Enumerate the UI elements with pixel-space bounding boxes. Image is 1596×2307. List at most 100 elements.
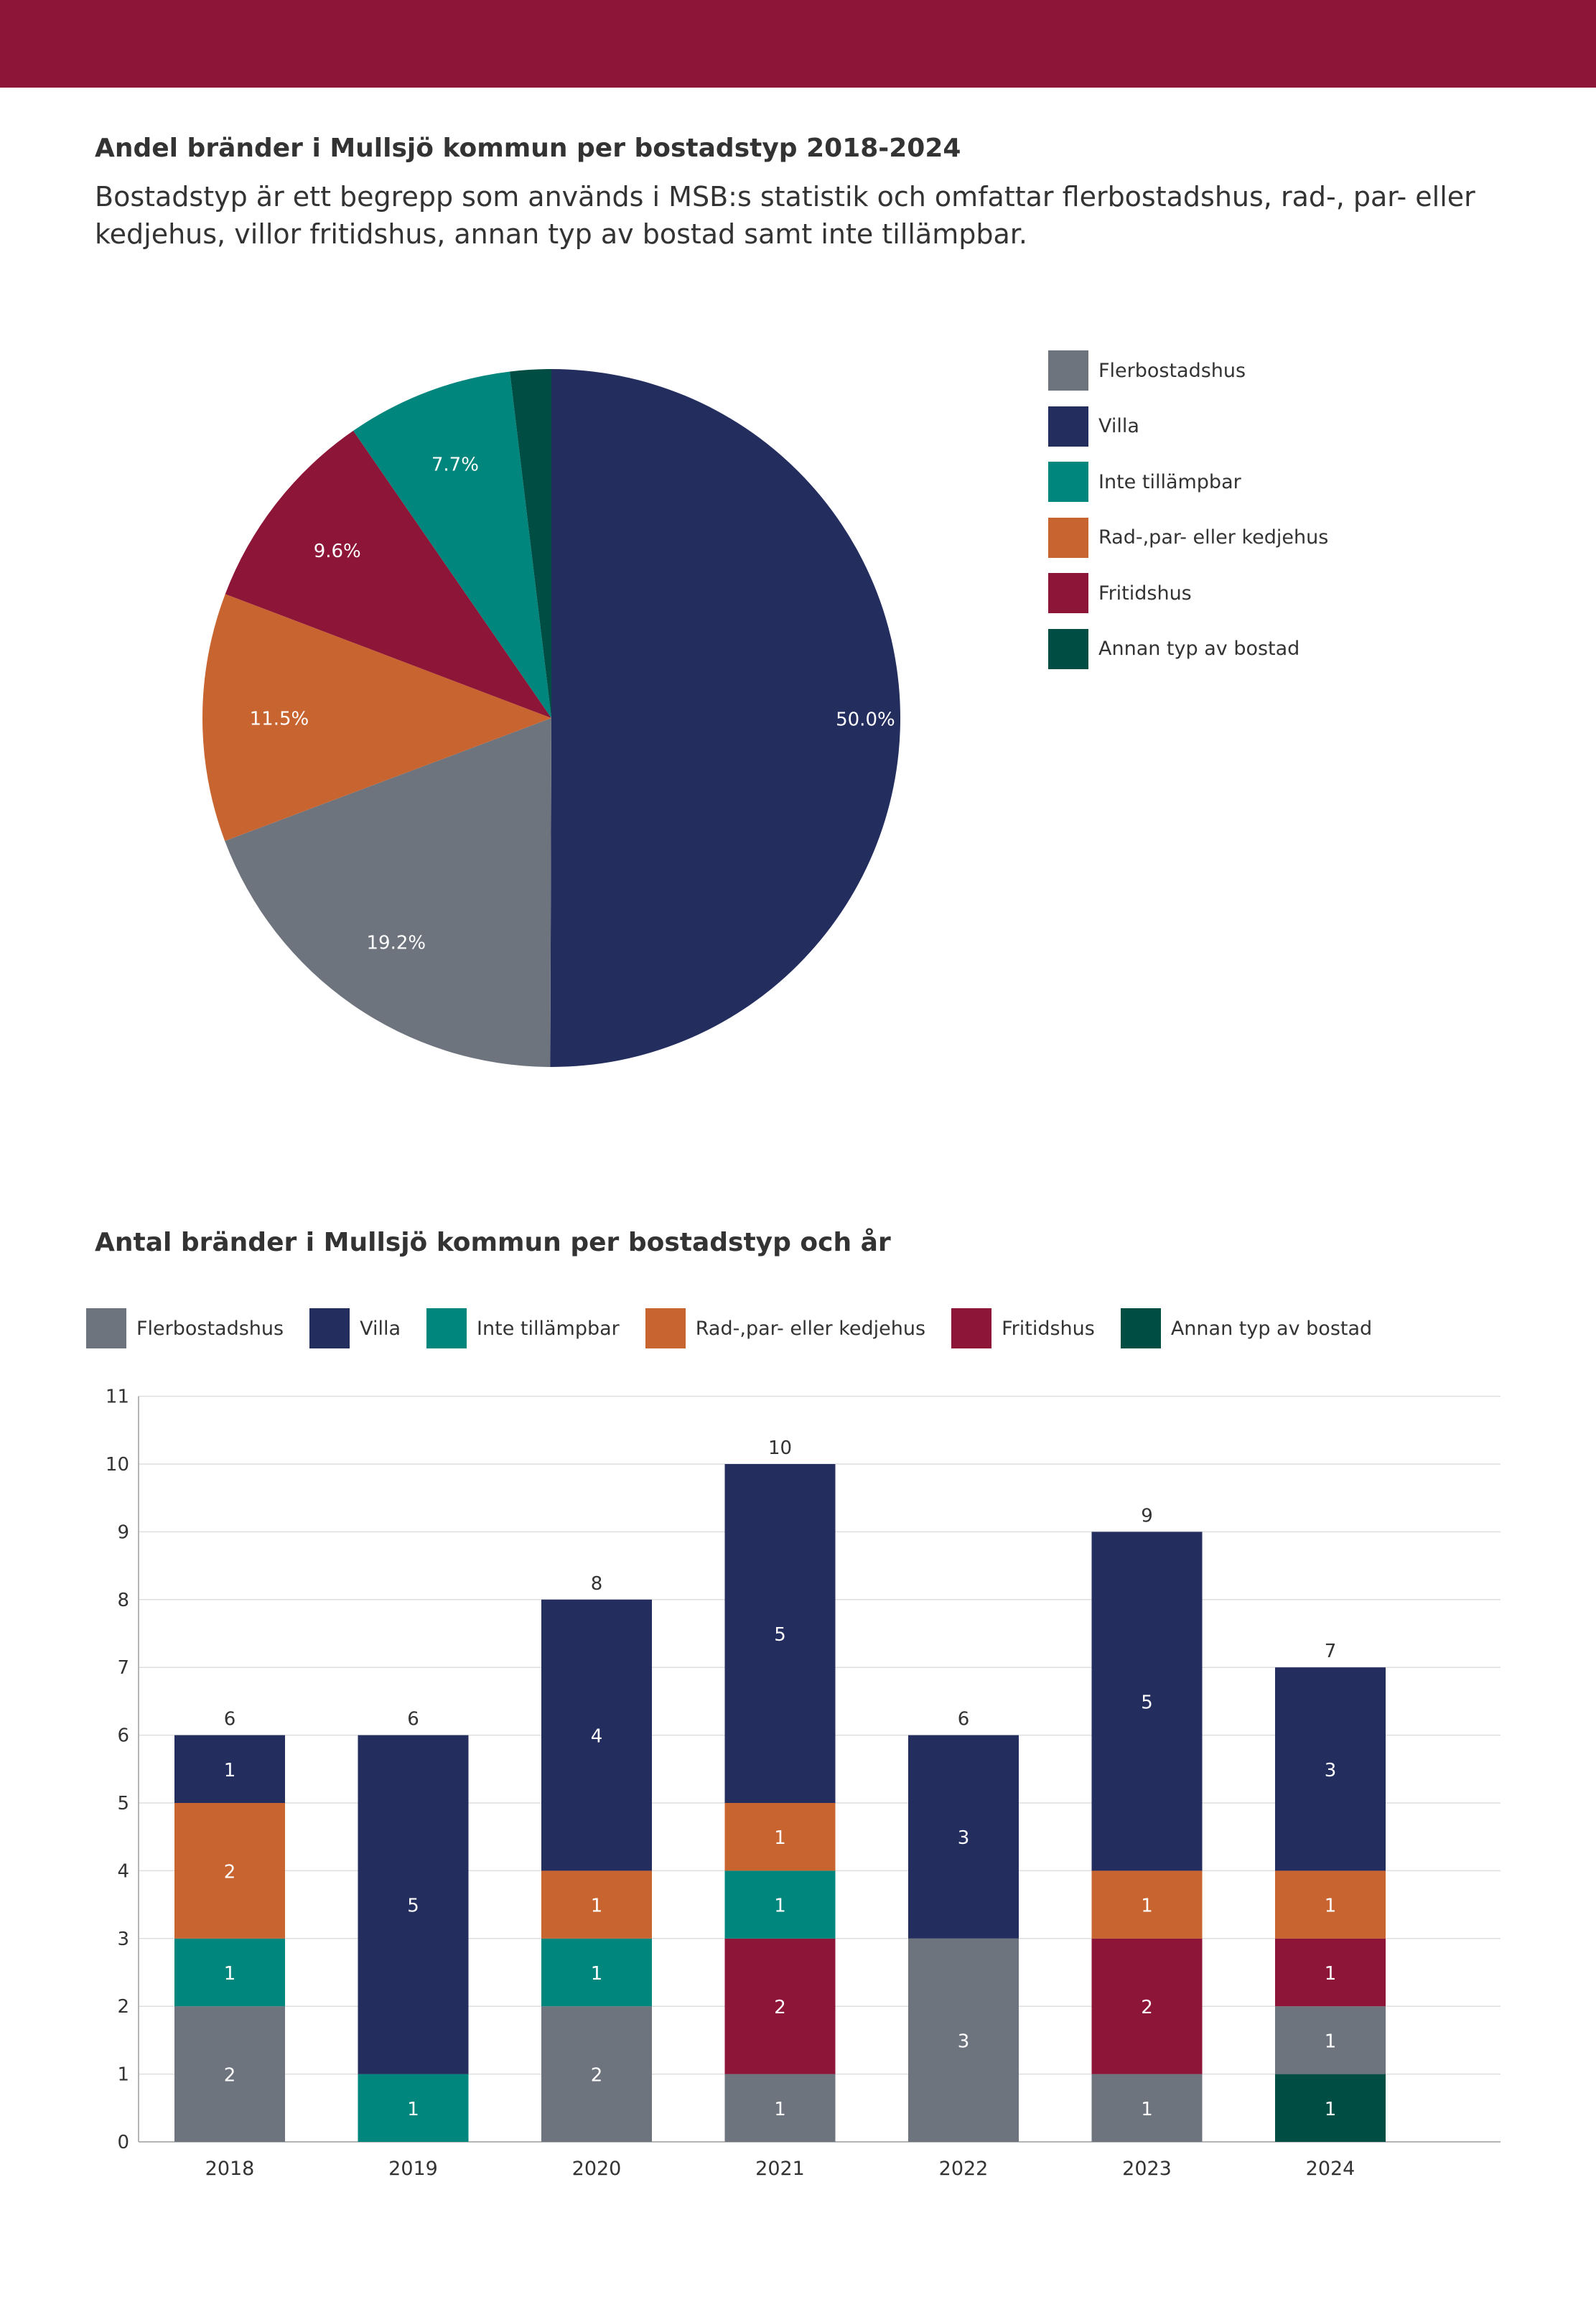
legend-swatch bbox=[1120, 1308, 1161, 1348]
x-tick-label: 2020 bbox=[572, 2158, 622, 2180]
pie-legend-item-annan-typ-av-bostad: Annan typ av bostad bbox=[1048, 628, 1328, 669]
legend-label: Flerbostadshus bbox=[136, 1317, 284, 1340]
bar-value-label: 5 bbox=[774, 1624, 786, 1646]
bar-value-label: 2 bbox=[1141, 1997, 1153, 2018]
bar-segment-flerbostadshus-2018 bbox=[174, 2006, 285, 2142]
bar-total-label: 6 bbox=[407, 1709, 419, 1730]
bar-total-label: 6 bbox=[224, 1709, 236, 1730]
bar-value-label: 3 bbox=[1325, 1760, 1337, 1781]
pie-label-flerbostadshus: 19.2% bbox=[366, 932, 426, 954]
legend-label: Villa bbox=[360, 1317, 401, 1340]
bar-value-label: 1 bbox=[774, 1827, 786, 1849]
pie-chart-title: Andel bränder i Mullsjö kommun per bosta… bbox=[95, 134, 961, 163]
y-tick-label: 7 bbox=[117, 1657, 129, 1679]
bar-value-label: 3 bbox=[958, 1827, 970, 1849]
legend-swatch bbox=[1048, 573, 1088, 613]
bar-value-label: 1 bbox=[774, 2099, 786, 2120]
bar-segment-inte-till-mpbar-2019 bbox=[358, 2074, 469, 2142]
pie-legend-item-inte-till-mpbar: Inte tillämpbar bbox=[1048, 462, 1328, 502]
x-tick-label: 2024 bbox=[1306, 2158, 1355, 2180]
bar-segment-flerbostadshus-2020 bbox=[541, 2006, 652, 2142]
bar-segment-villa-2023 bbox=[1091, 1532, 1203, 1871]
y-tick-label: 10 bbox=[106, 1454, 129, 1476]
legend-label: Annan typ av bostad bbox=[1098, 638, 1300, 660]
bar-segment-villa-2021 bbox=[724, 1464, 836, 1803]
bar-value-label: 1 bbox=[591, 1896, 603, 1917]
pie-slice-flerbostadshus bbox=[225, 718, 551, 1067]
bar-value-label: 5 bbox=[1141, 1692, 1153, 1713]
bar-value-label: 1 bbox=[224, 1760, 236, 1781]
bar-segment-rad-par-eller-kedjehus-2021 bbox=[724, 1803, 836, 1871]
pie-slice-rad-par-eller-kedjehus bbox=[202, 594, 551, 842]
bar-total-label: 8 bbox=[591, 1573, 603, 1595]
bar-segment-flerbostadshus-2022 bbox=[908, 1938, 1019, 2142]
y-tick-label: 4 bbox=[117, 1860, 129, 1882]
pie-label-inte-till-mpbar: 7.7% bbox=[431, 454, 479, 475]
bar-segment-rad-par-eller-kedjehus-2018 bbox=[174, 1803, 285, 1939]
legend-swatch bbox=[1048, 406, 1088, 447]
bar-segment-annan-typ-av-bostad-2024 bbox=[1275, 2074, 1386, 2142]
bar-value-label: 1 bbox=[774, 1896, 786, 1917]
y-tick-label: 0 bbox=[117, 2132, 129, 2153]
pie-legend: Flerbostadshus Villa Inte tillämpbar Rad-,p… bbox=[1048, 350, 1328, 684]
bar-legend-item-rad-par-eller-kedjehus: Rad-,par- eller kedjehus bbox=[645, 1308, 925, 1348]
y-tick-label: 11 bbox=[106, 1386, 129, 1408]
pie-legend-item-flerbostadshus: Flerbostadshus bbox=[1048, 350, 1328, 391]
legend-swatch bbox=[645, 1308, 686, 1348]
bar-segment-villa-2018 bbox=[174, 1735, 285, 1803]
bar-segment-rad-par-eller-kedjehus-2020 bbox=[541, 1870, 652, 1939]
x-tick-label: 2019 bbox=[388, 2158, 438, 2180]
pie-slice-villa bbox=[550, 369, 901, 1068]
legend-label: Rad-,par- eller kedjehus bbox=[695, 1317, 926, 1340]
bar-segment-flerbostadshus-2023 bbox=[1091, 2074, 1203, 2142]
bar-value-label: 1 bbox=[1325, 2031, 1337, 2052]
bar-value-label: 1 bbox=[1325, 2099, 1337, 2120]
legend-label: Flerbostadshus bbox=[1098, 359, 1246, 382]
bar-segment-rad-par-eller-kedjehus-2024 bbox=[1275, 1870, 1386, 1939]
bar-chart-title: Antal bränder i Mullsjö kommun per bosta… bbox=[95, 1228, 891, 1257]
bar-segment-villa-2019 bbox=[358, 1735, 469, 2074]
bar-value-label: 1 bbox=[1325, 1896, 1337, 1917]
pie-slice-annan-typ-av-bostad bbox=[510, 369, 551, 718]
y-tick-label: 2 bbox=[117, 1996, 129, 2018]
legend-swatch bbox=[1048, 517, 1088, 558]
legend-label: Inte tillämpbar bbox=[477, 1317, 620, 1340]
bar-segment-inte-till-mpbar-2018 bbox=[174, 1938, 285, 2007]
bar-segment-flerbostadshus-2021 bbox=[724, 2074, 836, 2142]
bar-value-label: 1 bbox=[1325, 1963, 1337, 1985]
legend-swatch bbox=[1048, 350, 1088, 391]
y-tick-label: 6 bbox=[117, 1725, 129, 1747]
pie-label-rad-par-eller-kedjehus: 11.5% bbox=[250, 708, 309, 730]
stacked-bar-chart: 0123456789101121216201815620192114820201… bbox=[106, 1386, 1501, 2180]
pie-legend-item-villa: Villa bbox=[1048, 406, 1328, 447]
bar-segment-flerbostadshus-2024 bbox=[1275, 2006, 1386, 2074]
bar-value-label: 2 bbox=[224, 1861, 236, 1883]
legend-label: Villa bbox=[1098, 415, 1139, 437]
y-tick-label: 9 bbox=[117, 1521, 129, 1543]
x-tick-label: 2023 bbox=[1122, 2158, 1172, 2180]
bar-value-label: 2 bbox=[224, 2065, 236, 2087]
legend-swatch bbox=[1048, 462, 1088, 502]
pie-chart: 50.0% 19.2% 11.5% 9.6% 7.7% bbox=[202, 369, 901, 1068]
legend-label: Rad-,par- eller kedjehus bbox=[1098, 526, 1329, 549]
bar-legend-item-villa: Villa bbox=[309, 1308, 401, 1348]
pie-slice-inte-till-mpbar bbox=[353, 371, 551, 718]
legend-swatch bbox=[951, 1308, 992, 1348]
pie-label-villa: 50.0% bbox=[836, 709, 895, 731]
x-tick-label: 2022 bbox=[939, 2158, 989, 2180]
bar-segment-fritidshus-2021 bbox=[724, 1938, 836, 2074]
bar-value-label: 1 bbox=[224, 1963, 236, 1985]
x-tick-label: 2021 bbox=[755, 2158, 805, 2180]
bar-total-label: 6 bbox=[958, 1709, 970, 1730]
chart-description: Bostadstyp är ett begrepp som används i … bbox=[95, 181, 1475, 250]
bar-total-label: 9 bbox=[1141, 1505, 1153, 1527]
pie-legend-item-fritidshus: Fritidshus bbox=[1048, 573, 1328, 613]
bar-segment-villa-2022 bbox=[908, 1735, 1019, 1939]
bar-legend: Flerbostadshus Villa Inte tillämpbar Rad-,p… bbox=[86, 1308, 1398, 1348]
legend-swatch bbox=[86, 1308, 126, 1348]
y-tick-label: 5 bbox=[117, 1793, 129, 1814]
bar-legend-item-inte-till-mpbar: Inte tillämpbar bbox=[426, 1308, 620, 1348]
bar-segment-inte-till-mpbar-2020 bbox=[541, 1938, 652, 2007]
legend-label: Fritidshus bbox=[1098, 582, 1192, 605]
bar-segment-villa-2020 bbox=[541, 1599, 652, 1871]
